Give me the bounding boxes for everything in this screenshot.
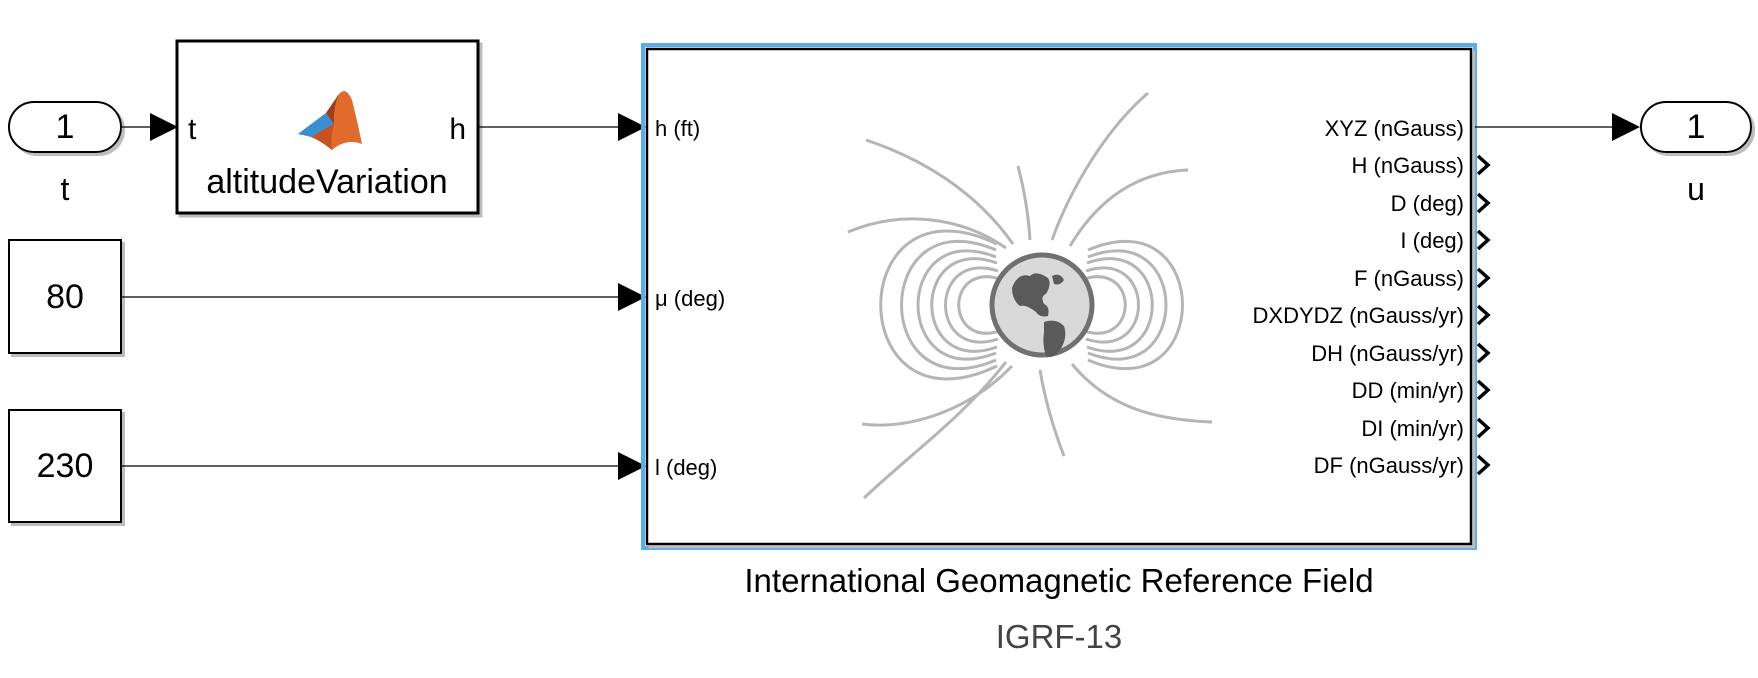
- outport-number: 1: [1687, 108, 1706, 146]
- signal-line-longitude[interactable]: [121, 452, 646, 480]
- igrf-output-h: H (nGauss): [1352, 153, 1464, 178]
- igrf-output-dd: DD (min/yr): [1352, 378, 1464, 403]
- port-chevron-icon[interactable]: [1476, 379, 1491, 401]
- matlab-fn-input-port: t: [188, 113, 197, 146]
- constant-block-80[interactable]: 80: [8, 239, 122, 354]
- globe-icon: [989, 252, 1095, 358]
- igrf-output-dxdydz: DXDYDZ (nGauss/yr): [1253, 303, 1464, 328]
- signal-line-t[interactable]: [121, 113, 178, 141]
- inport-name: t: [61, 171, 70, 207]
- signal-line-h[interactable]: [478, 113, 646, 141]
- igrf-output-i: I (deg): [1400, 228, 1464, 253]
- igrf-block-subtitle: IGRF-13: [996, 618, 1123, 655]
- matlab-function-block[interactable]: t h altitudeVariation: [175, 39, 480, 215]
- outport-block-u[interactable]: 1: [1640, 101, 1752, 153]
- igrf-block-name: International Geomagnetic Reference Fiel…: [744, 562, 1373, 599]
- igrf-input-longitude: l (deg): [655, 455, 717, 480]
- port-chevron-icon[interactable]: [1476, 342, 1491, 364]
- port-chevron-icon[interactable]: [1476, 454, 1491, 476]
- port-chevron-icon[interactable]: [1476, 192, 1491, 214]
- igrf-input-altitude: h (ft): [655, 116, 700, 141]
- magnetic-field-icon: [847, 91, 1213, 500]
- inport-block-t[interactable]: 1: [8, 101, 122, 153]
- constant-block-230[interactable]: 230: [8, 409, 122, 523]
- igrf-output-di: DI (min/yr): [1361, 416, 1464, 441]
- igrf-input-latitude: μ (deg): [655, 286, 725, 311]
- port-chevron-icon[interactable]: [1476, 267, 1491, 289]
- signal-line-latitude[interactable]: [121, 283, 646, 311]
- unconnected-output-ports[interactable]: [1476, 154, 1491, 476]
- igrf-output-labels: XYZ (nGauss) H (nGauss) D (deg) I (deg) …: [1253, 116, 1464, 478]
- igrf-output-df: DF (nGauss/yr): [1314, 453, 1464, 478]
- matlab-fn-name: altitudeVariation: [206, 163, 447, 201]
- port-chevron-icon[interactable]: [1476, 229, 1491, 251]
- outport-name: u: [1687, 171, 1705, 207]
- port-chevron-icon[interactable]: [1476, 304, 1491, 326]
- igrf-block[interactable]: h (ft) μ (deg) l (deg) XYZ (nGauss) H (n…: [641, 43, 1491, 550]
- matlab-logo-icon: [298, 91, 362, 150]
- igrf-output-xyz: XYZ (nGauss): [1325, 116, 1464, 141]
- inport-number: 1: [56, 108, 75, 146]
- matlab-fn-output-port: h: [449, 113, 466, 146]
- igrf-output-f: F (nGauss): [1354, 266, 1464, 291]
- igrf-output-d: D (deg): [1391, 191, 1464, 216]
- constant-value: 80: [46, 278, 84, 316]
- port-chevron-icon[interactable]: [1476, 417, 1491, 439]
- igrf-output-dh: DH (nGauss/yr): [1311, 341, 1464, 366]
- constant-value: 230: [37, 447, 94, 485]
- signal-line-xyz[interactable]: [1475, 113, 1640, 141]
- port-chevron-icon[interactable]: [1476, 154, 1491, 176]
